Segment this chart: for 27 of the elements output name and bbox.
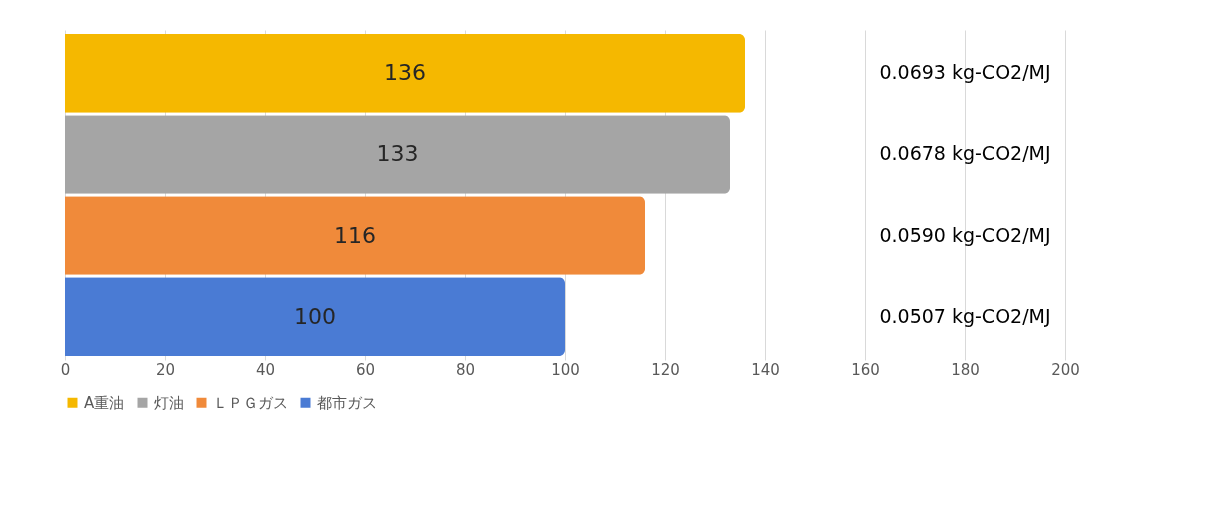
bar: [65, 196, 645, 275]
annotation: 0.0590 kg-CO2/MJ: [879, 223, 1051, 246]
x-tick-label: 40: [255, 360, 276, 379]
bar: [65, 34, 745, 113]
x-tick-label: 0: [60, 360, 71, 379]
annotation: 0.0678 kg-CO2/MJ: [879, 142, 1051, 165]
bar: [65, 115, 730, 194]
x-tick-label: 120: [651, 360, 680, 379]
data-label: 116: [334, 222, 376, 248]
legend-label: A重油: [84, 393, 125, 412]
x-tick-label: 20: [155, 360, 176, 379]
x-tick-label: 80: [455, 360, 476, 379]
annotation: 0.0693 kg-CO2/MJ: [879, 61, 1051, 84]
x-tick-label: 100: [551, 360, 580, 379]
data-label: 133: [376, 141, 419, 167]
x-tick-label: 200: [1051, 360, 1080, 379]
x-tick-label: 180: [951, 360, 980, 379]
bar: [65, 277, 565, 356]
annotation: 0.0507 kg-CO2/MJ: [879, 304, 1051, 327]
x-tick-label: 60: [355, 360, 376, 379]
legend-label: 都市ガス: [317, 393, 377, 412]
legend-label: ＬＰＧガス: [213, 393, 288, 412]
x-tick-label: 140: [751, 360, 780, 379]
x-tick-label: 160: [851, 360, 880, 379]
legend-label: 灯油: [154, 393, 184, 412]
data-label: 100: [294, 303, 336, 329]
data-label: 136: [384, 60, 426, 86]
